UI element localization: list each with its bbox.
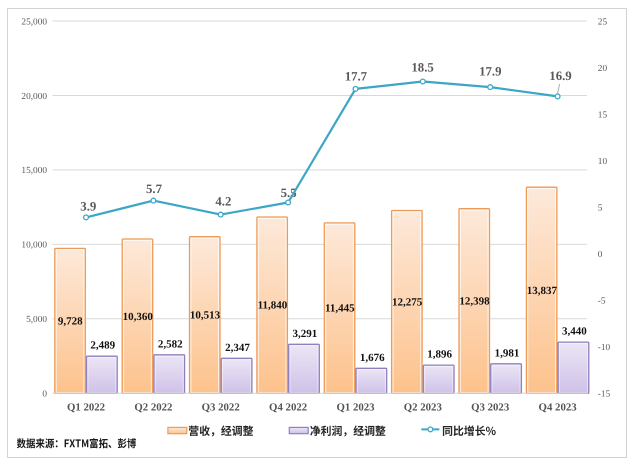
svg-text:3.9: 3.9 <box>80 200 96 214</box>
svg-text:13,837: 13,837 <box>527 285 558 297</box>
svg-text:5,000: 5,000 <box>26 315 47 325</box>
svg-text:10,360: 10,360 <box>123 311 154 323</box>
svg-text:20,000: 20,000 <box>21 92 47 102</box>
svg-text:9,728: 9,728 <box>58 316 83 328</box>
svg-text:25: 25 <box>598 17 608 27</box>
svg-text:12,398: 12,398 <box>459 296 490 308</box>
svg-text:0: 0 <box>598 250 603 260</box>
svg-text:25,000: 25,000 <box>21 17 47 27</box>
svg-text:11,840: 11,840 <box>258 300 288 312</box>
svg-text:3,291: 3,291 <box>293 328 318 340</box>
svg-text:10,000: 10,000 <box>21 241 47 251</box>
svg-text:18.5: 18.5 <box>411 61 433 75</box>
svg-text:2,347: 2,347 <box>225 342 250 354</box>
svg-text:-15: -15 <box>598 390 611 400</box>
svg-text:10,513: 10,513 <box>190 310 221 322</box>
svg-text:-5: -5 <box>598 297 606 307</box>
svg-text:1,676: 1,676 <box>360 352 385 364</box>
svg-text:3,440: 3,440 <box>562 326 587 338</box>
svg-text:17.9: 17.9 <box>479 65 501 79</box>
svg-text:11,445: 11,445 <box>325 303 355 315</box>
svg-text:Q2 2022: Q2 2022 <box>134 402 172 414</box>
svg-text:Q2 2023: Q2 2023 <box>404 402 443 414</box>
svg-text:5: 5 <box>598 204 603 214</box>
svg-text:-10: -10 <box>598 343 611 353</box>
svg-text:20: 20 <box>598 64 608 74</box>
svg-text:16.9: 16.9 <box>549 69 571 83</box>
svg-text:Q4 2023: Q4 2023 <box>539 402 578 414</box>
svg-text:15,000: 15,000 <box>21 166 47 176</box>
svg-text:1,896: 1,896 <box>427 349 452 361</box>
svg-text:12,275: 12,275 <box>392 297 423 309</box>
svg-text:Q1 2023: Q1 2023 <box>336 402 375 414</box>
svg-text:2,582: 2,582 <box>158 338 183 350</box>
svg-text:2,489: 2,489 <box>90 340 115 352</box>
svg-text:15: 15 <box>598 110 608 120</box>
svg-text:Q3 2022: Q3 2022 <box>202 402 240 414</box>
svg-text:Q3 2023: Q3 2023 <box>471 402 510 414</box>
svg-text:4.2: 4.2 <box>215 194 231 208</box>
svg-text:10: 10 <box>598 157 608 167</box>
svg-text:17.7: 17.7 <box>345 69 368 83</box>
svg-text:5.7: 5.7 <box>146 182 163 196</box>
svg-text:Q1 2022: Q1 2022 <box>67 402 105 414</box>
svg-text:Q4 2022: Q4 2022 <box>269 402 307 414</box>
svg-text:0: 0 <box>42 390 47 400</box>
svg-text:1,981: 1,981 <box>495 347 520 359</box>
